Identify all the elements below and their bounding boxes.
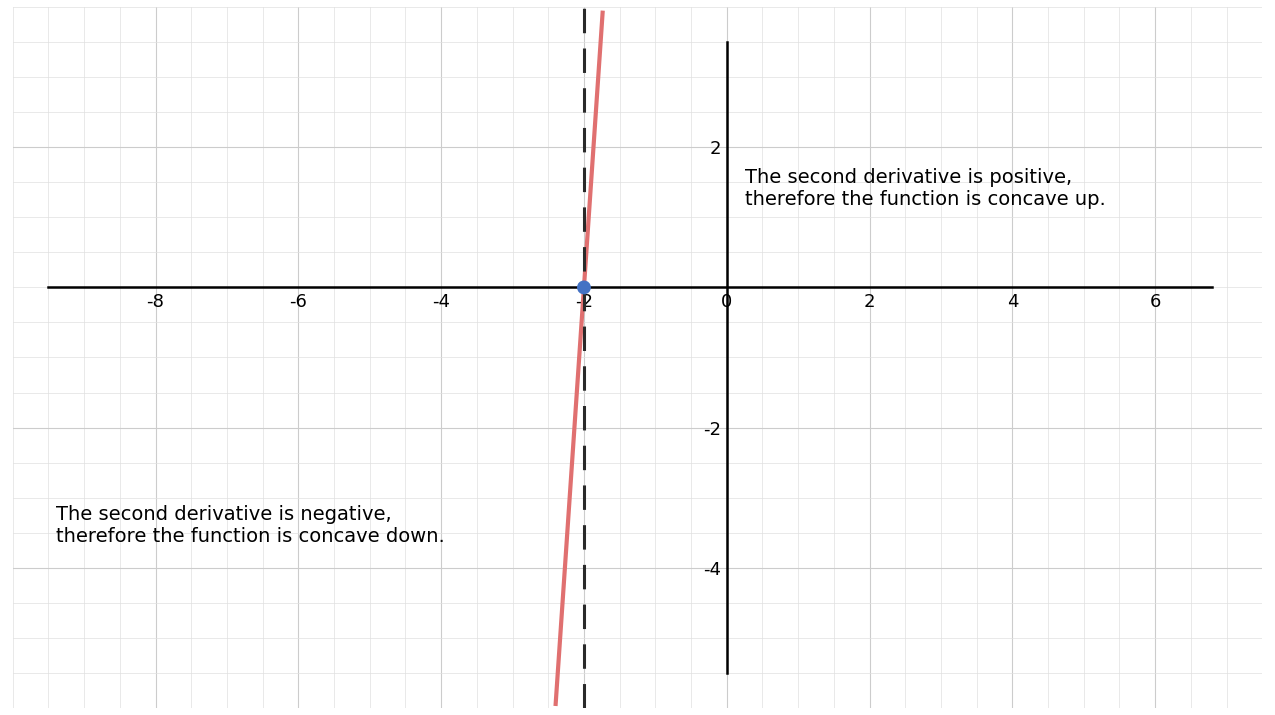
Point	[574, 282, 594, 293]
Text: The second derivative is positive,
therefore the function is concave up.: The second derivative is positive, there…	[745, 168, 1105, 209]
Text: The second derivative is negative,
therefore the function is concave down.: The second derivative is negative, there…	[56, 505, 445, 546]
